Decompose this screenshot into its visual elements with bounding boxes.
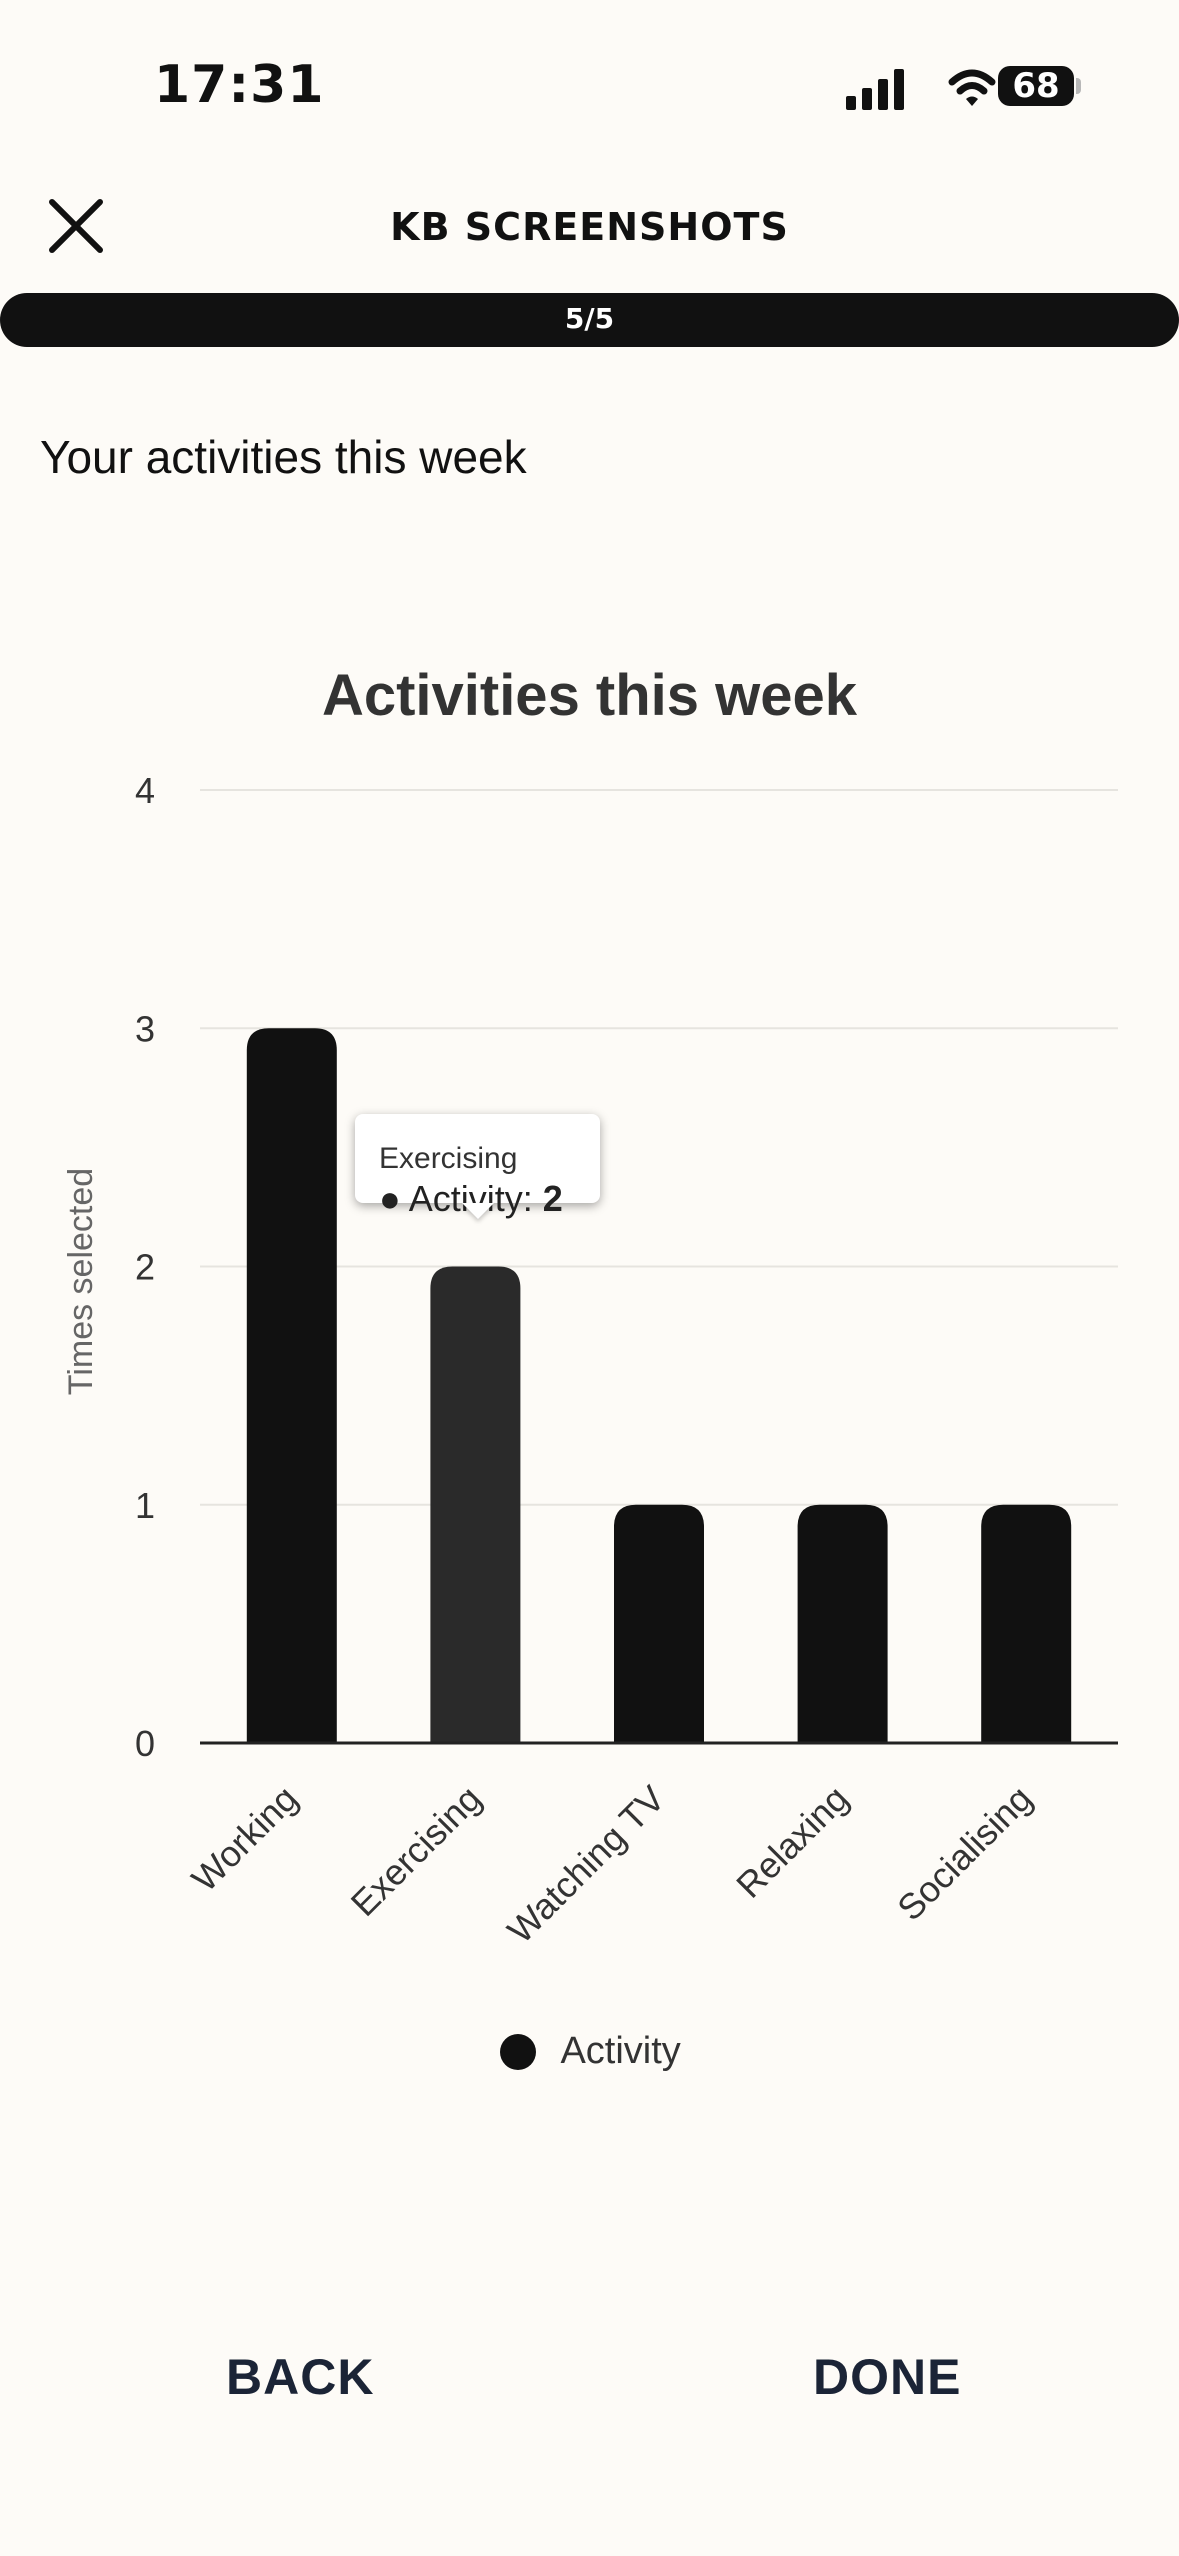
x-tick-label: Watching TV: [499, 1778, 672, 1951]
progress-bar: [0, 293, 1179, 347]
tooltip-dot-icon: ●: [379, 1178, 401, 1219]
y-tick-label: 3: [135, 1008, 155, 1049]
progress-label: 5/5: [564, 302, 615, 335]
status-icons: [846, 69, 996, 110]
close-icon[interactable]: [40, 190, 112, 262]
section-heading: Your activities this week: [40, 431, 527, 483]
y-tick-label: 2: [135, 1247, 155, 1288]
x-tick-label: Working: [184, 1778, 306, 1900]
bar-relaxing: [797, 1504, 888, 1743]
tooltip-category: Exercising: [379, 1142, 518, 1175]
tooltip-arrow: [462, 1203, 494, 1219]
chart-title: Activities this week: [321, 663, 858, 728]
bar-watching-tv: [614, 1504, 704, 1743]
x-tick-label: Socialising: [889, 1778, 1040, 1929]
legend-dot-icon: [500, 2033, 536, 2070]
y-tick-label: 4: [135, 770, 155, 811]
cellular-signal-icon: [846, 69, 904, 110]
legend-label: Activity: [560, 2030, 681, 2072]
bar-socialising: [981, 1504, 1072, 1743]
y-tick-label: 1: [135, 1485, 155, 1526]
tooltip-value: 2: [542, 1178, 563, 1219]
x-tick-label: Exercising: [343, 1778, 489, 1924]
back-button[interactable]: BACK: [226, 2349, 375, 2405]
status-time: 17:31: [154, 55, 325, 115]
battery-cap: [1076, 78, 1081, 94]
bar-working: [246, 1028, 337, 1743]
y-tick-label: 0: [135, 1723, 155, 1764]
done-button[interactable]: DONE: [813, 2349, 962, 2405]
wifi-icon: [948, 69, 996, 106]
chart-legend[interactable]: Activity: [500, 2030, 681, 2080]
y-axis-title: Times selected: [62, 1168, 100, 1395]
chart-tooltip: Exercising ● Activity: 2: [355, 1114, 600, 1219]
x-tick-label: Relaxing: [728, 1778, 856, 1906]
bar-exercising: [430, 1266, 521, 1743]
battery-indicator: 68: [998, 66, 1074, 106]
page-title: KB SCREENSHOTS: [390, 205, 789, 249]
